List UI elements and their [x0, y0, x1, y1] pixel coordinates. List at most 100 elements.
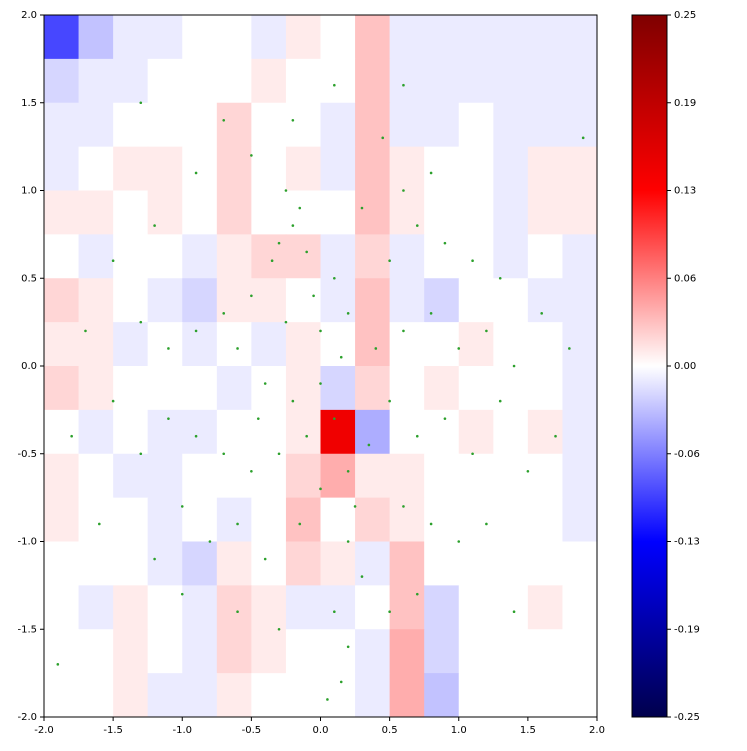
- scatter-point: [305, 434, 308, 438]
- scatter-point: [346, 645, 350, 649]
- heatmap-cell: [562, 15, 597, 60]
- heatmap-cell: [78, 541, 114, 586]
- heatmap-cell: [527, 497, 563, 542]
- heatmap-cell: [78, 190, 114, 235]
- heatmap-cell: [527, 453, 563, 499]
- heatmap-cell: [562, 585, 597, 630]
- heatmap-cell: [355, 497, 391, 542]
- scatter-point: [388, 610, 391, 613]
- heatmap-cell: [285, 585, 321, 630]
- heatmap-cell: [147, 234, 183, 279]
- heatmap-cell: [389, 278, 425, 323]
- heatmap-cell: [285, 58, 321, 104]
- scatter-point: [194, 171, 198, 175]
- heatmap-cell: [320, 15, 356, 60]
- heatmap-cell: [389, 58, 425, 104]
- heatmap-cell: [78, 278, 114, 323]
- heatmap-cell: [251, 322, 287, 367]
- heatmap-cell: [147, 322, 183, 367]
- heatmap-cell: [389, 366, 425, 411]
- heatmap-cell: [44, 146, 80, 191]
- heatmap-cell: [458, 15, 494, 60]
- scatter-point: [298, 522, 302, 526]
- heatmap-cell: [44, 366, 80, 411]
- scatter-point: [339, 680, 343, 684]
- heatmap-cell: [493, 453, 529, 499]
- scatter-point: [360, 206, 364, 210]
- heatmap-cell: [216, 190, 252, 235]
- heatmap-cell: [113, 453, 149, 499]
- scatter-point: [339, 355, 343, 359]
- heatmap-cell: [78, 234, 114, 279]
- scatter-point: [568, 347, 571, 350]
- scatter-point: [263, 557, 267, 561]
- heatmap-cell: [78, 322, 114, 367]
- scatter-point: [388, 399, 391, 403]
- heatmap-cell: [147, 146, 183, 191]
- heatmap-cell: [458, 234, 494, 279]
- heatmap-cell: [562, 146, 597, 191]
- heatmap-cell: [424, 453, 460, 499]
- heatmap-cell: [562, 278, 597, 323]
- heatmap-cell: [355, 234, 391, 279]
- heatmap-cell: [493, 322, 529, 367]
- scatter-point: [457, 347, 461, 350]
- heatmap-cell: [216, 15, 252, 60]
- scatter-point: [111, 399, 115, 403]
- heatmap-cell: [389, 497, 425, 542]
- scatter-point: [381, 136, 385, 140]
- scatter-point: [554, 434, 557, 438]
- scatter-point: [443, 417, 447, 420]
- heatmap-cell: [216, 322, 252, 367]
- heatmap-cell: [355, 453, 391, 499]
- heatmap-cell: [527, 234, 563, 279]
- scatter-point: [250, 470, 253, 473]
- x-tick-label: 1.0: [451, 725, 467, 736]
- heatmap-cell: [285, 146, 321, 191]
- scatter-point: [512, 364, 516, 368]
- heatmap-cell: [458, 497, 494, 542]
- heatmap-cell: [182, 409, 218, 455]
- heatmap-cell: [147, 58, 183, 104]
- heatmap-cell: [78, 629, 114, 674]
- x-tick-label: 0.5: [382, 725, 398, 736]
- heatmap-cell: [251, 497, 287, 542]
- heatmap-cell: [182, 146, 218, 191]
- x-tick-label: -1.5: [103, 725, 123, 736]
- scatter-point: [443, 241, 447, 245]
- colorbar-tick-label: -0.25: [674, 712, 700, 723]
- heatmap-cell: [389, 102, 425, 148]
- heatmap-cell: [424, 102, 460, 148]
- scatter-point: [312, 294, 315, 298]
- y-tick-label: 2.0: [21, 10, 37, 21]
- colorbar-tick-label: -0.13: [674, 537, 700, 548]
- heatmap-cell: [285, 190, 321, 235]
- scatter-point: [581, 136, 585, 140]
- heatmap-cell: [285, 541, 321, 586]
- heatmap-cell: [216, 673, 252, 717]
- heatmap-cell: [424, 497, 460, 542]
- heatmap-cell: [78, 497, 114, 542]
- heatmap-cell: [458, 366, 494, 411]
- heatmap-cell: [285, 15, 321, 60]
- heatmap-cell: [320, 58, 356, 104]
- heatmap-cell: [182, 366, 218, 411]
- heatmap-cell: [424, 278, 460, 323]
- scatter-point: [346, 312, 350, 315]
- y-tick-label: 1.0: [21, 186, 37, 197]
- heatmap-cell: [216, 278, 252, 323]
- scatter-point: [402, 505, 405, 508]
- scatter-point: [319, 382, 322, 385]
- heatmap-cell: [389, 15, 425, 60]
- heatmap-cell: [493, 497, 529, 542]
- y-tick-label: 0.0: [21, 361, 37, 372]
- colorbar: [631, 14, 668, 718]
- heatmap-cell: [182, 585, 218, 630]
- heatmap-cell: [493, 15, 529, 60]
- heatmap-cell: [458, 409, 494, 455]
- scatter-point: [284, 189, 288, 192]
- heatmap-cell: [424, 322, 460, 367]
- scatter-point: [270, 259, 274, 263]
- heatmap-cell: [44, 585, 80, 630]
